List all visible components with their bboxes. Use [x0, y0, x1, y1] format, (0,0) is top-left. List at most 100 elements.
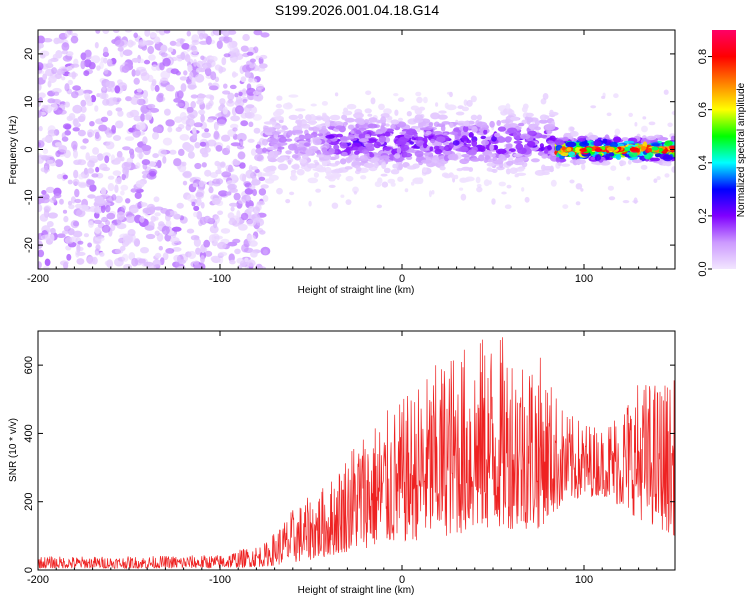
spectrogram-cell	[38, 110, 42, 118]
spectrogram-cell	[229, 202, 238, 207]
spectrogram-cell	[204, 250, 213, 257]
spectrogram-cell	[38, 43, 44, 49]
spectrogram-cell	[153, 196, 160, 203]
spectrogram-cell	[190, 94, 198, 99]
spectrogram-cell	[328, 148, 335, 155]
spectrogram-cell	[384, 131, 391, 137]
colorbar-label: Normalized spectral amplitude	[736, 82, 747, 217]
spectrogram-cell	[580, 188, 584, 192]
spectrogram-cell	[463, 120, 470, 127]
spectrogram-cell	[96, 93, 101, 98]
spectrogram-cell	[43, 38, 53, 43]
spectrogram-cell	[483, 129, 488, 135]
spectrogram-cell	[646, 135, 657, 141]
spectrogram-cell	[208, 82, 213, 87]
spectrogram-cell	[218, 251, 228, 257]
spectrogram-cell	[50, 227, 56, 234]
spectrogram-cell	[364, 108, 372, 114]
spectrogram-cell	[288, 94, 299, 98]
spectrogram-cell	[215, 145, 223, 152]
spectrogram-cell	[448, 142, 454, 149]
spectrogram-cell	[209, 85, 219, 91]
spectrogram-cell	[194, 142, 201, 149]
spectrogram-cell	[222, 30, 229, 35]
spectrogram-cell	[527, 130, 537, 135]
spectrogram-cell	[506, 160, 514, 166]
spectrogram-cell	[71, 63, 80, 68]
spectrogram-cell	[93, 219, 103, 224]
spectrogram-peak	[579, 148, 587, 153]
spectrogram-cell	[242, 173, 247, 183]
spectrogram-cell	[409, 141, 415, 145]
spectrogram-cell	[549, 109, 554, 115]
spectrogram-x-tick-label: -200	[27, 273, 49, 285]
spectrogram-cell	[488, 153, 496, 158]
spectrogram-cell	[316, 116, 324, 120]
spectrogram-cell	[44, 258, 50, 266]
spectrogram-cell	[86, 179, 95, 186]
spectrogram-cell	[122, 146, 131, 151]
spectrogram-cell	[356, 166, 362, 172]
spectrogram-cell	[505, 168, 511, 175]
spectrogram-cell	[45, 186, 55, 194]
spectrogram-cell	[77, 159, 87, 166]
spectrogram-cell	[559, 158, 567, 163]
spectrogram-cell	[94, 105, 99, 112]
spectrogram-cell	[182, 180, 188, 186]
figure-title: S199.2026.001.04.18.G14	[275, 2, 439, 18]
spectrogram-cell	[273, 110, 282, 118]
spectrogram-cell	[412, 178, 423, 183]
spectrogram-cell	[335, 125, 344, 130]
spectrogram-cell	[63, 215, 69, 223]
spectrogram-cell	[505, 103, 511, 110]
spectrogram-cell	[315, 188, 321, 193]
spectrogram-cell	[570, 131, 579, 137]
spectrogram-cell	[162, 57, 171, 67]
spectrogram-cell	[136, 66, 147, 72]
spectrogram-cell	[540, 98, 547, 105]
spectrogram-cell	[331, 202, 339, 209]
spectrogram-cell	[136, 88, 143, 93]
spectrogram-cell	[47, 129, 57, 137]
spectrogram-cell	[38, 125, 43, 132]
spectrogram-cell	[613, 136, 622, 143]
spectrogram-cell	[192, 183, 198, 188]
spectrogram-cell	[454, 174, 459, 180]
spectrogram-cell	[238, 264, 243, 269]
spectrogram-cell	[125, 96, 132, 102]
spectrogram-cell	[232, 127, 238, 132]
spectrogram-cell	[312, 138, 322, 146]
spectrogram-cell	[594, 154, 602, 161]
spectrogram-cell	[123, 263, 132, 269]
spectrogram-cell	[466, 139, 472, 144]
spectrogram-cell	[106, 212, 116, 220]
spectrogram-cell	[489, 144, 494, 151]
spectrogram-cell	[235, 105, 244, 115]
spectrogram-cell	[64, 130, 71, 136]
spectrogram-cell	[213, 215, 220, 224]
spectrogram-cell	[253, 217, 263, 223]
spectrogram-cell	[350, 130, 355, 134]
spectrogram-cell	[83, 167, 89, 175]
snr-y-tick-label: 600	[23, 356, 35, 374]
spectrogram-cell	[234, 248, 241, 255]
spectrogram-cell	[195, 191, 204, 198]
spectrogram-cell	[344, 117, 356, 123]
spectrogram-cell	[82, 138, 89, 144]
spectrogram-cell	[174, 41, 183, 47]
colorbar-tick-label: 0.4	[697, 155, 709, 170]
spectrogram-cell	[496, 120, 502, 126]
spectrogram-cell	[117, 110, 124, 117]
spectrogram-cell	[249, 184, 256, 190]
spectrogram-cell	[358, 133, 366, 139]
spectrogram-cell	[74, 198, 82, 204]
spectrogram-cell	[470, 114, 478, 121]
spectrogram-cell	[619, 160, 627, 166]
spectrogram-cell	[321, 114, 328, 119]
spectrogram-cell	[38, 92, 46, 99]
spectrogram-cell	[212, 197, 221, 205]
spectrogram-cell	[547, 145, 552, 150]
spectrogram-cell	[358, 138, 369, 143]
